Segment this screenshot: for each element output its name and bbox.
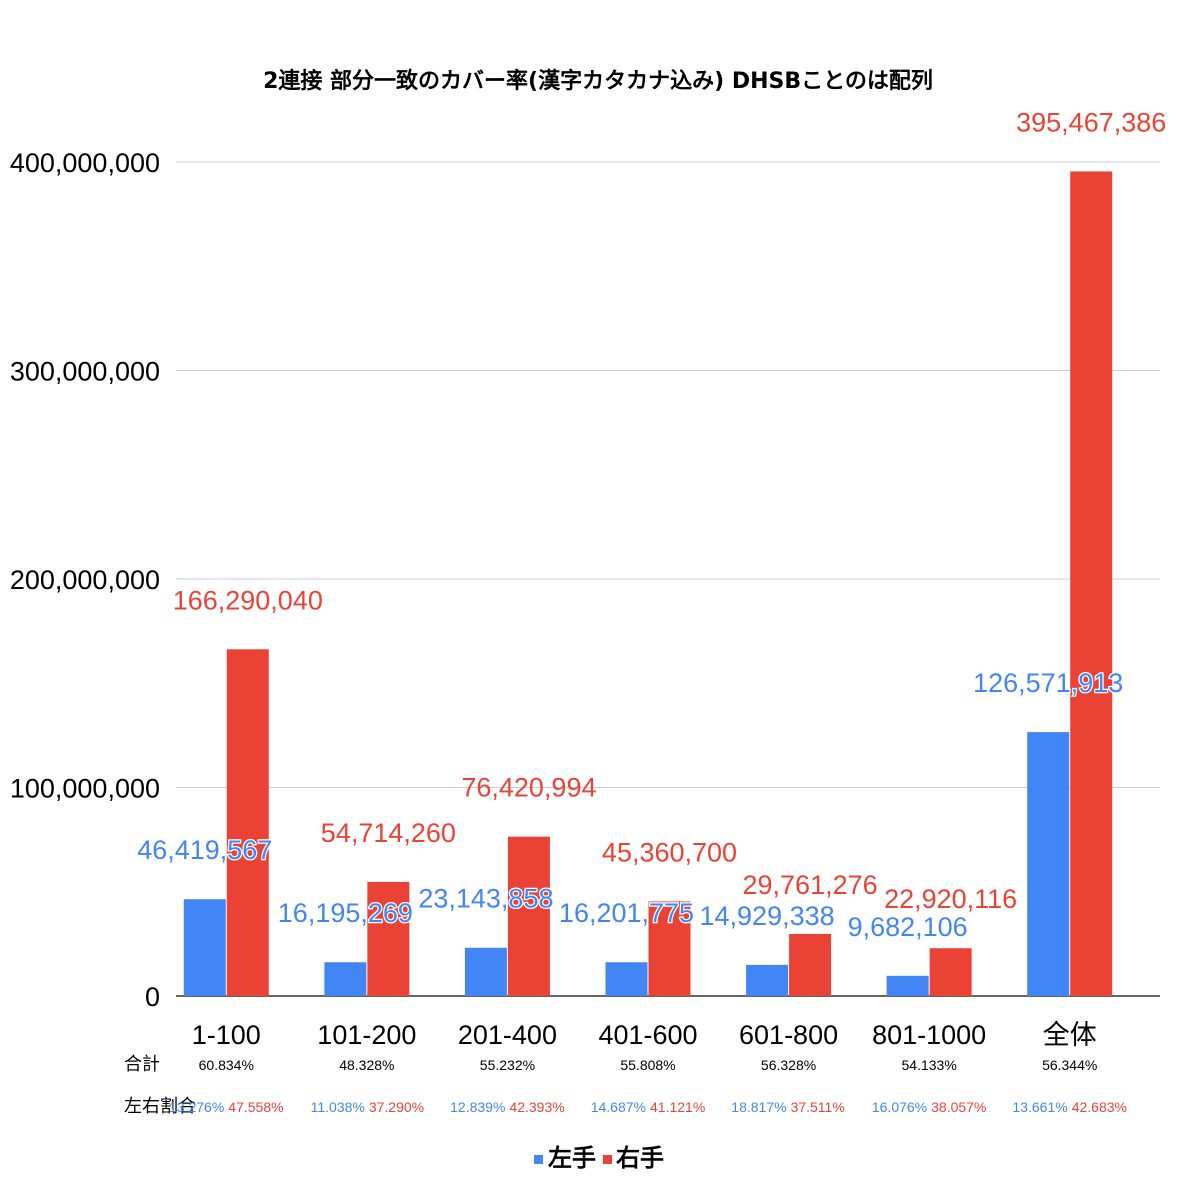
- data-label-left-hand: 16,201,775: [559, 898, 694, 928]
- x-tick-label: 全体: [1043, 1020, 1097, 1050]
- left-ratio-percent: 11.038%: [311, 1099, 365, 1115]
- data-label-right-hand: 22,920,116: [884, 884, 1017, 914]
- right-ratio-percent: 42.393%: [509, 1099, 564, 1115]
- bar-right-hand: [929, 948, 972, 996]
- total-percent: 55.232%: [480, 1057, 535, 1073]
- data-label-right-hand: 54,714,260: [321, 818, 456, 848]
- total-row-label: 合計: [124, 1054, 160, 1075]
- right-ratio-percent: 38.057%: [931, 1099, 986, 1115]
- data-label-right-hand: 395,467,386: [1016, 107, 1166, 137]
- bar-left-hand: [886, 975, 929, 996]
- bar-left-hand: [183, 899, 226, 996]
- right-ratio-percent: 42.683%: [1072, 1099, 1127, 1115]
- bar-right-hand: [507, 836, 550, 996]
- total-percent: 60.834%: [199, 1057, 254, 1073]
- bar-left-hand: [746, 964, 789, 996]
- data-label-left-hand: 9,682,106: [848, 912, 968, 942]
- bar-right-hand: [789, 933, 832, 996]
- total-percent: 56.344%: [1042, 1057, 1097, 1073]
- y-tick-label: 200,000,000: [10, 565, 160, 595]
- bar-left-hand: [605, 962, 648, 996]
- x-tick-label: 401-600: [598, 1020, 697, 1050]
- y-tick-label: 400,000,000: [10, 148, 160, 178]
- total-percent: 56.328%: [761, 1057, 816, 1073]
- right-ratio-percent: 41.121%: [650, 1099, 705, 1115]
- x-tick-label: 101-200: [317, 1020, 416, 1050]
- total-percent: 54.133%: [902, 1057, 957, 1073]
- y-tick-label: 100,000,000: [10, 774, 160, 804]
- data-label-right-hand: 45,360,700: [602, 837, 737, 867]
- bar-left-hand: [1027, 732, 1070, 996]
- left-ratio-percent: 13.276%: [169, 1099, 224, 1115]
- left-ratio-percent: 12.839%: [450, 1099, 505, 1115]
- bar-right-hand: [367, 881, 410, 996]
- legend-label-left-hand: 左手: [548, 1144, 596, 1172]
- bar-left-hand: [324, 962, 367, 996]
- total-percent: 55.808%: [620, 1057, 675, 1073]
- bar-right-hand: [226, 649, 269, 996]
- data-label-right-hand: 166,290,040: [173, 585, 323, 615]
- right-ratio-percent: 47.558%: [228, 1099, 283, 1115]
- data-label-right-hand: 29,761,276: [743, 870, 878, 900]
- legend-swatch-left-hand: [534, 1155, 543, 1164]
- data-label-left-hand: 46,419,567: [137, 835, 272, 865]
- data-label-left-hand: 16,195,269: [278, 898, 413, 928]
- legend-label-right-hand: 右手: [616, 1144, 664, 1172]
- left-ratio-percent: 14.687%: [591, 1099, 646, 1115]
- data-label-left-hand: 23,143,858: [418, 884, 553, 914]
- left-ratio-percent: 16.076%: [872, 1099, 927, 1115]
- total-percent: 48.328%: [339, 1057, 394, 1073]
- x-tick-label: 601-800: [739, 1020, 838, 1050]
- right-ratio-percent: 37.511%: [791, 1099, 845, 1115]
- bar-right-hand: [648, 901, 691, 996]
- y-tick-label: 300,000,000: [10, 357, 160, 387]
- right-ratio-percent: 37.290%: [369, 1099, 424, 1115]
- bar-left-hand: [464, 947, 507, 996]
- x-tick-label: 201-400: [458, 1020, 557, 1050]
- bar-right-hand: [1070, 171, 1113, 996]
- data-label-left-hand: 126,571,913: [973, 668, 1123, 698]
- x-tick-label: 1-100: [192, 1020, 261, 1050]
- left-ratio-percent: 13.661%: [1012, 1099, 1067, 1115]
- ratio-row-label: 左右割合: [124, 1096, 196, 1117]
- legend-swatch-right-hand: [603, 1155, 612, 1164]
- data-label-left-hand: 14,929,338: [700, 901, 835, 931]
- chart-title: 2連接 部分一致のカバー率(漢字カタカナ込み) DHSBことのは配列: [263, 68, 933, 94]
- y-tick-label: 0: [145, 982, 160, 1012]
- x-tick-label: 801-1000: [872, 1020, 986, 1050]
- data-label-right-hand: 76,420,994: [461, 773, 596, 803]
- left-ratio-percent: 18.817%: [731, 1099, 786, 1115]
